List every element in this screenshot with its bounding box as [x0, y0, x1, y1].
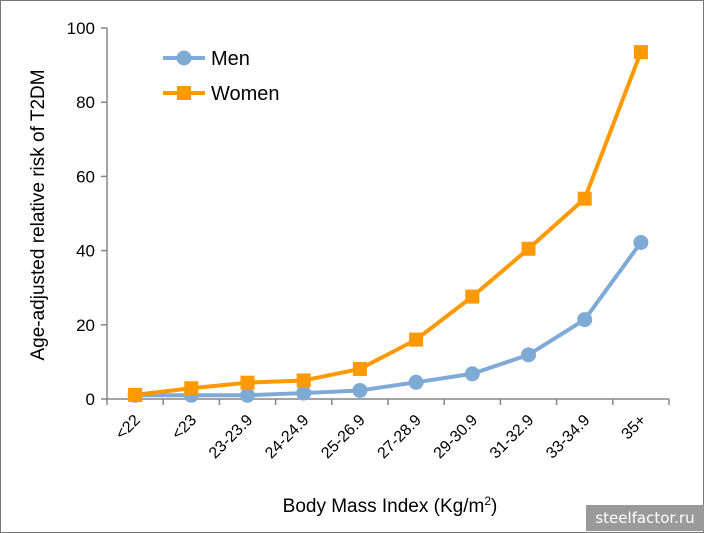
watermark: steelfactor.ru [586, 505, 704, 531]
x-tick-label: 23-23.9 [206, 412, 256, 462]
legend-label: Men [211, 48, 250, 70]
y-tick-label: 40 [76, 242, 95, 261]
women-point [352, 361, 367, 376]
women-point [577, 191, 592, 206]
series-women [128, 45, 648, 402]
x-tick-label: 24-24.9 [262, 412, 312, 462]
men-point [577, 312, 593, 328]
men-point [296, 385, 312, 401]
y-axis-label: Age-adjusted relative risk of T2DM [28, 69, 49, 360]
y-tick-label: 100 [67, 19, 95, 38]
men-point [408, 374, 424, 390]
x-tick-label: 33-34.9 [543, 412, 593, 462]
men-point [464, 366, 480, 382]
x-tick-label: <23 [169, 412, 200, 443]
men-point [352, 382, 368, 398]
y-tick-label: 80 [76, 93, 95, 112]
legend-item-women: Women [163, 83, 280, 105]
women-line [134, 51, 643, 397]
x-tick-label: 31-32.9 [487, 412, 537, 462]
legend-item-men: Men [163, 48, 250, 70]
legend-label: Women [211, 83, 280, 105]
x-tick-label: 25-26.9 [318, 412, 368, 462]
women-point [184, 381, 199, 396]
legend: Men Women [163, 48, 280, 105]
women-point [409, 332, 424, 347]
women-point [296, 373, 311, 388]
legend-marker [176, 50, 192, 66]
men-point [240, 387, 255, 403]
x-tick-label: 27-28.9 [375, 412, 425, 462]
women-point [521, 241, 536, 256]
series-men [127, 234, 649, 403]
y-tick-label: 20 [76, 316, 95, 335]
men-point [633, 234, 649, 250]
women-point [465, 289, 480, 304]
women-point [633, 45, 648, 60]
legend-marker [177, 86, 191, 100]
y-tick-label: 0 [86, 390, 95, 409]
men-line [135, 241, 643, 398]
x-tick-label: <22 [113, 412, 144, 443]
women-point [128, 387, 143, 402]
x-axis-label: Body Mass Index (Kg/m2) [283, 494, 498, 517]
men-point [521, 347, 536, 363]
women-point [240, 375, 255, 390]
x-tick-label: 35+ [619, 412, 650, 443]
y-tick-label: 60 [76, 167, 95, 186]
x-tick-label: 29-30.9 [431, 412, 481, 462]
